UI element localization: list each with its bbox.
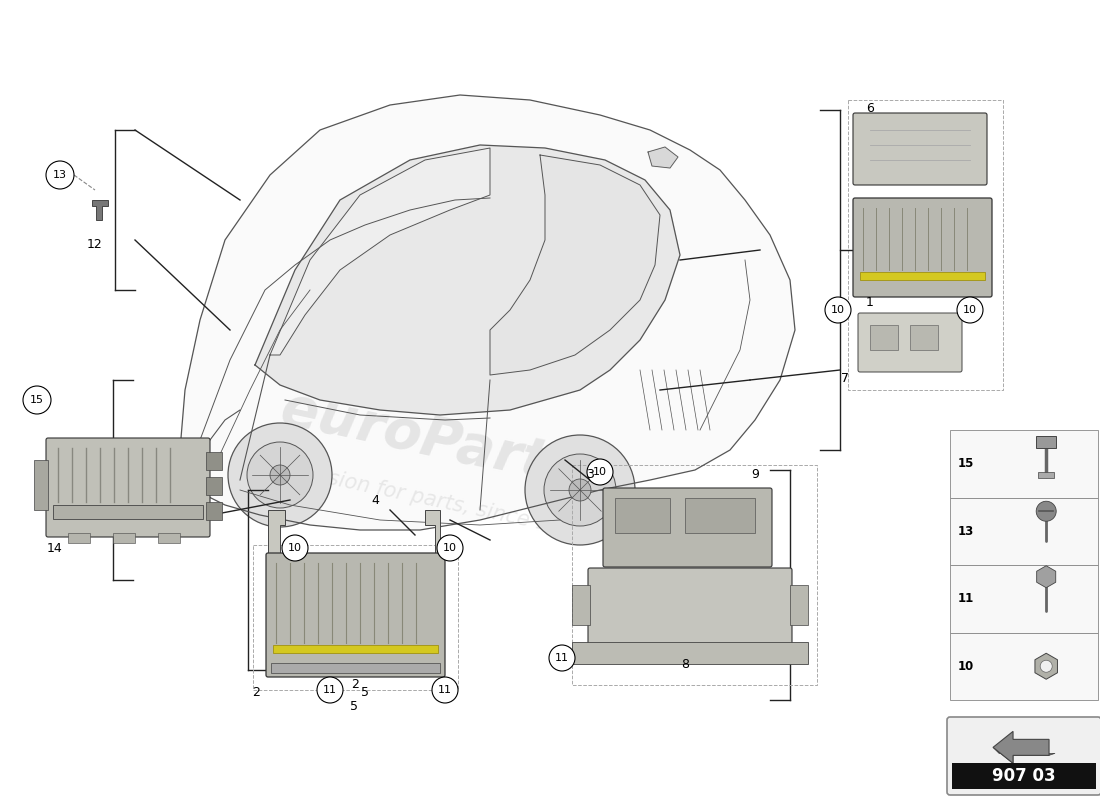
Circle shape [248,442,314,508]
Text: 13: 13 [958,525,975,538]
FancyBboxPatch shape [603,488,772,567]
Text: 9: 9 [751,469,759,482]
FancyBboxPatch shape [266,553,446,677]
Bar [206,452,222,470]
FancyBboxPatch shape [947,717,1100,795]
Text: 15: 15 [958,458,975,470]
Circle shape [317,677,343,703]
Bar [1038,472,1054,478]
Text: 5: 5 [350,700,358,713]
Polygon shape [180,95,795,530]
FancyBboxPatch shape [588,568,792,652]
Bar [950,498,1098,565]
Circle shape [825,297,851,323]
Text: 4: 4 [371,494,378,506]
Text: 10: 10 [830,305,845,315]
FancyBboxPatch shape [858,313,962,372]
Bar [952,763,1096,789]
Bar [950,565,1098,633]
Polygon shape [270,148,490,355]
FancyBboxPatch shape [852,198,992,297]
Text: 5: 5 [361,686,368,699]
Bar [206,477,222,495]
Polygon shape [490,155,660,375]
Bar [910,325,938,350]
Bar [68,533,90,543]
Bar [950,633,1098,700]
Bar [158,533,180,543]
Circle shape [1041,660,1053,672]
Bar [860,272,984,280]
Circle shape [46,161,74,189]
Text: 10: 10 [443,543,456,553]
Text: 6: 6 [866,102,873,114]
Polygon shape [425,510,440,555]
Bar [34,460,48,510]
Text: 15: 15 [30,395,44,405]
Polygon shape [993,747,1055,763]
Bar [572,585,590,625]
Circle shape [23,386,51,414]
Circle shape [549,645,575,671]
Bar [273,645,438,653]
Circle shape [957,297,983,323]
Text: 14: 14 [47,542,63,554]
Polygon shape [255,145,680,415]
Text: 3: 3 [586,469,594,482]
Circle shape [544,454,616,526]
Circle shape [282,535,308,561]
Circle shape [525,435,635,545]
Bar [53,505,204,519]
Polygon shape [92,200,108,220]
FancyBboxPatch shape [852,113,987,185]
Circle shape [587,459,613,485]
Bar [206,502,222,520]
Bar [572,642,808,664]
Text: 10: 10 [962,305,977,315]
Text: 8: 8 [681,658,689,671]
Bar [113,533,135,543]
Text: 2: 2 [252,686,260,699]
Bar [271,663,440,673]
Text: 10: 10 [958,660,975,673]
Text: 11: 11 [556,653,569,663]
Bar [790,585,808,625]
Bar [870,325,898,350]
Polygon shape [1035,654,1057,679]
Polygon shape [993,731,1049,763]
Circle shape [437,535,463,561]
Text: 11: 11 [438,685,452,695]
Text: 10: 10 [593,467,607,477]
Text: 2: 2 [351,678,359,691]
Polygon shape [648,147,678,168]
Circle shape [1036,502,1056,522]
Text: 11: 11 [323,685,337,695]
Text: 12: 12 [87,238,103,251]
Bar [1036,436,1056,448]
Text: 11: 11 [958,592,975,606]
Text: 907 03: 907 03 [992,767,1056,785]
Bar [950,430,1098,498]
Text: a passion for parts, since 1999: a passion for parts, since 1999 [271,457,590,543]
Polygon shape [268,510,285,555]
Text: 1: 1 [866,295,873,309]
Bar [615,498,670,533]
Circle shape [270,465,290,485]
Text: 7: 7 [842,371,849,385]
Circle shape [228,423,332,527]
Circle shape [569,479,591,501]
Text: 10: 10 [288,543,302,553]
Text: euroParts: euroParts [276,382,584,498]
Circle shape [432,677,458,703]
Bar [685,498,755,533]
Polygon shape [1036,566,1056,588]
Text: 13: 13 [53,170,67,180]
FancyBboxPatch shape [46,438,210,537]
